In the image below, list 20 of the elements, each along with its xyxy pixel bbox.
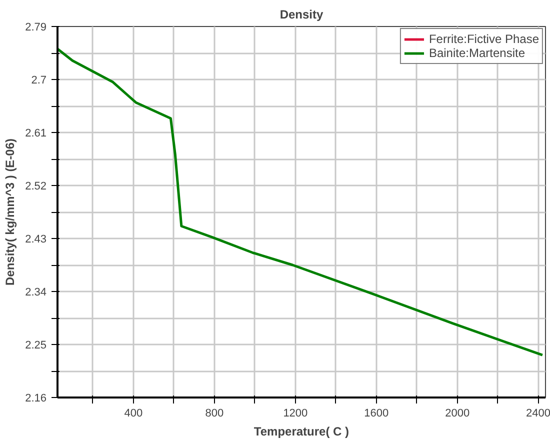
y-tick-label: 2.52 xyxy=(25,180,47,192)
y-tick-label: 2.7 xyxy=(31,74,47,86)
x-tick-label: 1600 xyxy=(364,408,389,420)
y-tick-label: 2.43 xyxy=(25,234,47,246)
y-tick-label: 2.25 xyxy=(25,340,47,352)
line-series xyxy=(58,48,544,356)
y-tick-label: 2.61 xyxy=(25,128,47,140)
x-tick-label: 400 xyxy=(124,408,143,420)
y-tick-label: 2.16 xyxy=(25,392,47,404)
x-tick-label: 800 xyxy=(205,408,224,420)
x-axis-title: Temperature( C ) xyxy=(254,424,350,438)
y-tick-label: 2.34 xyxy=(25,286,47,298)
y-axis-title: Density( kg/mm^3 ) (E-06) xyxy=(3,138,18,286)
legend-label: Bainite:Martensite xyxy=(428,46,525,60)
legend-label: Ferrite:Fictive Phase xyxy=(428,32,539,46)
x-tick-label: 1200 xyxy=(283,408,308,420)
y-tick-label: 2.79 xyxy=(25,22,47,34)
chart-title: Density xyxy=(280,8,324,22)
x-tick-label: 2000 xyxy=(445,408,470,420)
x-tick-label: 2400 xyxy=(526,408,550,420)
